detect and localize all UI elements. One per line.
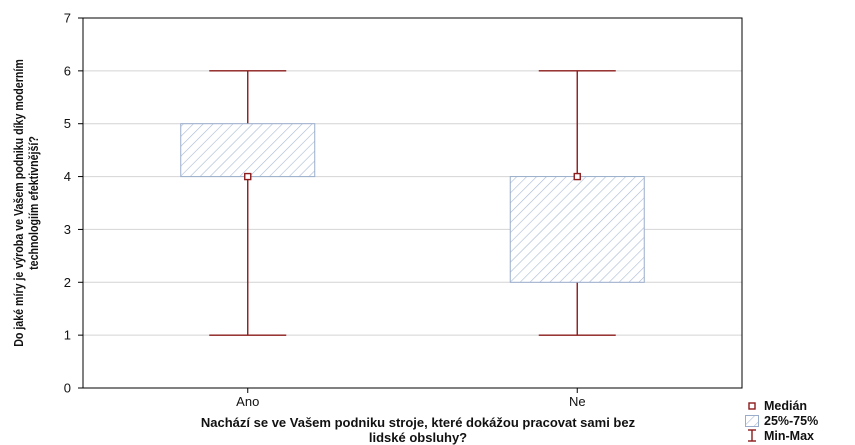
median-marker [573, 172, 581, 181]
legend-label-minmax: Min-Max [764, 428, 814, 443]
y-tick-label: 5 [64, 116, 71, 131]
y-tick-label: 0 [64, 381, 71, 396]
svg-text:Do jaké míry je výroba ve Vaše: Do jaké míry je výroba ve Vašem podniku … [11, 59, 26, 347]
y-tick-label: 1 [64, 328, 71, 343]
y-tick-label: 3 [64, 222, 71, 237]
y-axis-ticks: 0 1 2 3 4 5 6 7 [64, 11, 83, 396]
y-axis-label: Do jaké míry je výroba ve Vašem podniku … [11, 59, 41, 347]
hatched-box-icon [745, 414, 759, 427]
legend-item-minmax: Min-Max [745, 428, 818, 443]
box-ano [180, 70, 316, 336]
x-axis-ticks: Ano Ne [236, 388, 586, 409]
y-tick-label: 2 [64, 275, 71, 290]
x-axis-label-line2: lidské obsluhy? [369, 430, 467, 445]
legend-label-median: Medián [764, 398, 808, 413]
iqr-box [509, 176, 645, 283]
svg-text:technologiím efektivnější?: technologiím efektivnější? [26, 136, 41, 270]
whisker-icon [745, 429, 759, 442]
median-marker-icon [745, 399, 759, 412]
y-tick-label: 6 [64, 63, 71, 78]
box-ne [509, 70, 645, 336]
x-tick-label: Ano [236, 394, 259, 409]
boxes [180, 70, 645, 336]
y-tick-label: 4 [64, 169, 71, 184]
x-axis-label: Nachází se ve Vašem podniku stroje, kter… [201, 415, 636, 430]
iqr-box [180, 123, 316, 178]
x-tick-label: Ne [569, 394, 586, 409]
legend-item-median: Medián [745, 398, 818, 413]
plot-frame [82, 17, 743, 389]
chart-legend: Medián 25%-75% Min-Max [745, 398, 818, 443]
median-marker [244, 172, 252, 181]
y-tick-label: 7 [64, 11, 71, 26]
legend-item-iqr: 25%-75% [745, 413, 818, 428]
legend-label-iqr: 25%-75% [764, 413, 819, 428]
